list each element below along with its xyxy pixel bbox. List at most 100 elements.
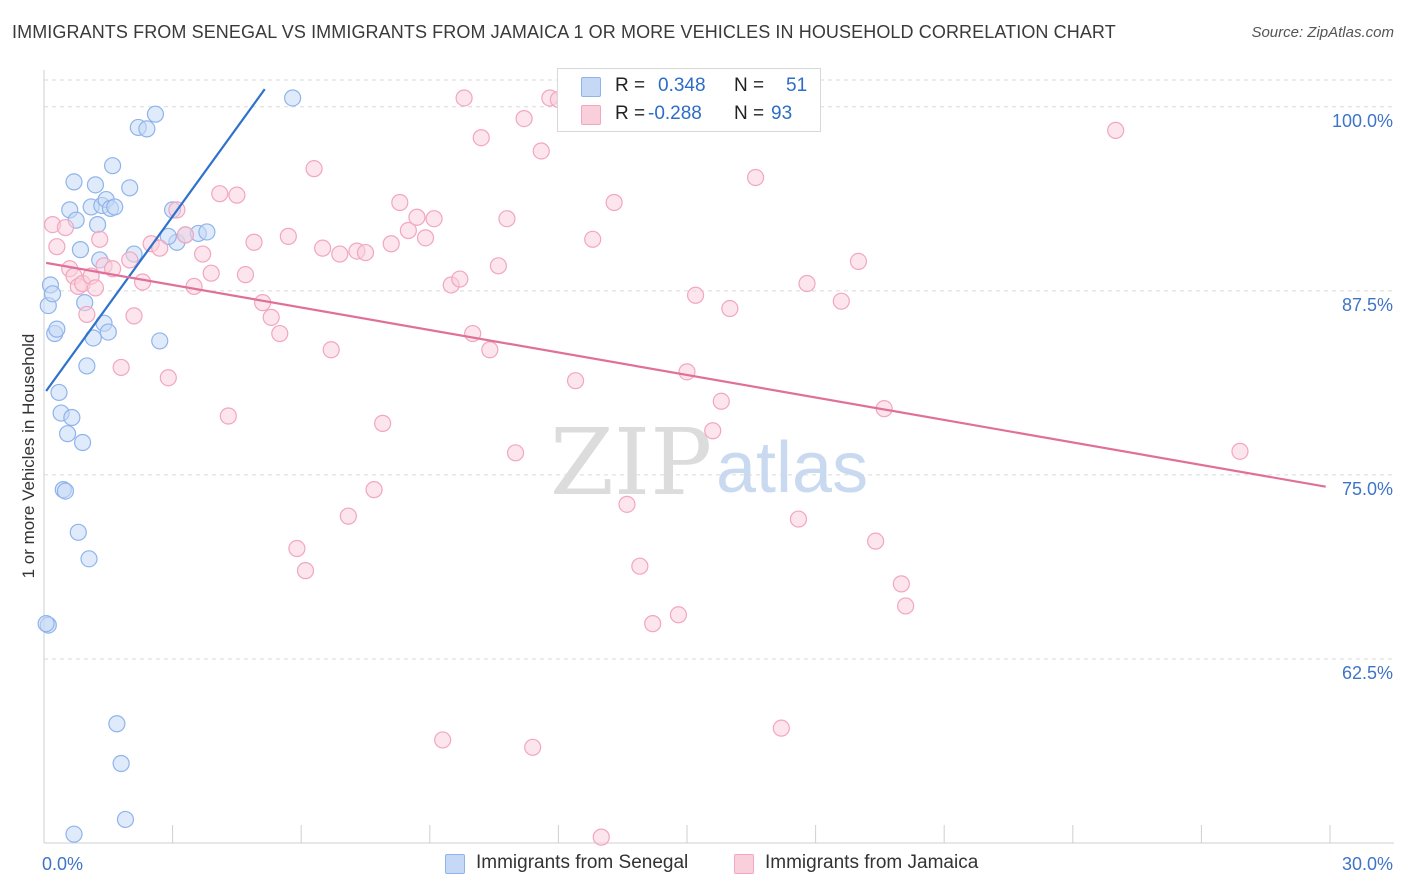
- jamaica-point: [151, 239, 169, 257]
- senegal-point: [63, 408, 81, 427]
- chart-title: IMMIGRANTS FROM SENEGAL VS IMMIGRANTS FR…: [12, 22, 1116, 42]
- jamaica-point: [455, 89, 473, 107]
- legend-label: Immigrants from Senegal: [476, 852, 689, 873]
- jamaica-point: [472, 129, 490, 147]
- jamaica-point: [125, 307, 143, 325]
- stats-row-senegal: R = 0.348 N = 51: [558, 72, 820, 100]
- jamaica-point: [524, 738, 542, 756]
- jamaica-point: [892, 575, 910, 593]
- senegal-point: [56, 482, 75, 500]
- jamaica-point: [296, 562, 315, 580]
- stats-row-jamaica: R = -0.288 N = 93: [558, 100, 820, 128]
- jamaica-point: [78, 305, 96, 324]
- jamaica-point: [245, 233, 263, 251]
- y-tick-label: 87.5%: [1342, 295, 1393, 315]
- jamaica-point: [305, 160, 323, 178]
- senegal-point: [88, 216, 107, 234]
- legend-label: Immigrants from Jamaica: [765, 852, 979, 873]
- jamaica-point: [133, 273, 152, 291]
- jamaica-point: [592, 828, 610, 846]
- n-label: N =: [734, 75, 765, 96]
- jamaica-point: [48, 238, 66, 256]
- jamaica-point: [481, 341, 499, 359]
- jamaica-point: [489, 257, 507, 275]
- jamaica-trend-line: [45, 261, 1326, 488]
- senegal-point: [146, 105, 165, 123]
- senegal-point: [71, 241, 90, 259]
- senegal-point: [198, 223, 216, 241]
- jamaica-point: [56, 218, 75, 237]
- jamaica-point: [322, 341, 340, 359]
- trend-lines: [45, 88, 1326, 488]
- jamaica-point: [605, 193, 623, 212]
- jamaica-point: [798, 274, 816, 293]
- y-axis-label: 1 or more Vehicles in Household: [19, 333, 38, 579]
- senegal-point: [108, 715, 126, 733]
- r-value: -0.288: [648, 103, 702, 124]
- jamaica-point: [425, 210, 443, 228]
- jamaica-point: [91, 230, 109, 248]
- senegal-point: [106, 198, 124, 216]
- jamaica-point: [867, 532, 885, 550]
- jamaica-point: [194, 245, 212, 263]
- senegal-point: [48, 320, 66, 338]
- jamaica-point: [271, 324, 289, 343]
- jamaica-point: [704, 422, 722, 440]
- jamaica-point: [498, 210, 516, 228]
- senegal-point: [50, 383, 68, 402]
- jamaica-point: [408, 208, 426, 226]
- jamaica-point: [644, 615, 662, 633]
- n-value: 93: [771, 103, 793, 124]
- r-label: R =: [615, 103, 646, 124]
- jamaica-point: [669, 606, 688, 624]
- jamaica-legend-swatch: [734, 854, 754, 874]
- data-points: [37, 89, 1249, 846]
- jamaica-swatch: [581, 105, 601, 125]
- jamaica-point: [262, 308, 280, 326]
- senegal-point: [138, 120, 156, 138]
- x-tick-label: 30.0%: [1342, 854, 1393, 874]
- senegal-point: [65, 173, 83, 191]
- jamaica-point: [236, 266, 255, 284]
- jamaica-point: [434, 731, 452, 749]
- axes: [43, 70, 1394, 844]
- senegal-trend-line: [45, 88, 266, 392]
- grid-lines: [44, 79, 1394, 660]
- tick-labels: 62.5% 75.0% 87.5% 100.0% 0.0% 30.0%: [42, 111, 1393, 874]
- jamaica-point: [832, 292, 850, 310]
- senegal-point: [86, 176, 105, 194]
- jamaica-point: [584, 230, 602, 248]
- stats-box: R = 0.348 N = 51 R = -0.288 N = 93: [557, 68, 821, 132]
- jamaica-point: [532, 142, 550, 160]
- jamaica-point: [849, 252, 868, 271]
- jamaica-point: [789, 510, 808, 528]
- jamaica-point: [219, 407, 237, 425]
- jamaica-point: [112, 358, 130, 377]
- jamaica-point: [374, 414, 392, 432]
- senegal-point: [65, 825, 83, 843]
- jamaica-point: [451, 270, 469, 288]
- jamaica-point: [211, 185, 229, 203]
- n-value: 51: [786, 75, 808, 96]
- senegal-legend-swatch: [445, 854, 465, 874]
- jamaica-point: [1107, 121, 1125, 139]
- jamaica-point: [631, 557, 649, 575]
- jamaica-point: [279, 227, 297, 245]
- jamaica-point: [515, 109, 533, 128]
- senegal-point: [284, 89, 302, 107]
- senegal-swatch: [581, 77, 601, 97]
- jamaica-point: [721, 299, 739, 318]
- jamaica-point: [746, 168, 765, 187]
- jamaica-point: [686, 286, 705, 304]
- y-tick-label: 100.0%: [1332, 111, 1393, 131]
- jamaica-point: [159, 369, 177, 387]
- jamaica-point: [416, 229, 435, 247]
- r-value: 0.348: [658, 75, 706, 96]
- source-label: Source: ZipAtlas.com: [1251, 24, 1394, 41]
- jamaica-point: [382, 235, 400, 253]
- watermark-atlas: atlas: [716, 428, 868, 508]
- jamaica-point: [365, 481, 383, 499]
- y-tick-label: 75.0%: [1342, 479, 1393, 499]
- y-tick-label: 62.5%: [1342, 663, 1393, 683]
- senegal-point: [73, 433, 92, 452]
